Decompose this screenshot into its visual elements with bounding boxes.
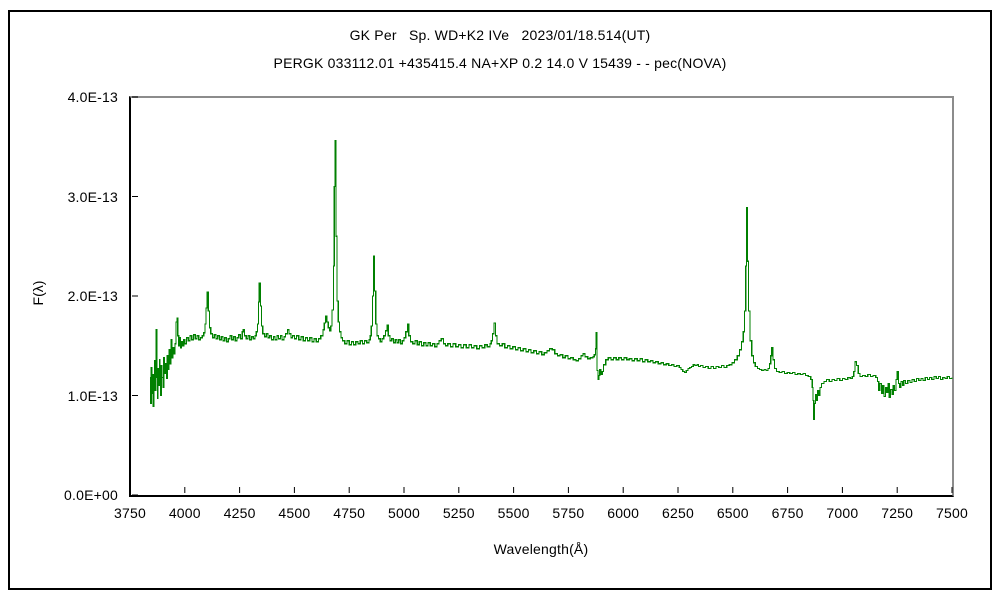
y-tick-label: 2.0E-13 [67, 288, 118, 304]
x-tick-label: 6750 [771, 505, 804, 521]
x-tick-label: 4000 [168, 505, 201, 521]
chart-title-line1: GK Per Sp. WD+K2 IVe 2023/01/18.514(UT) [349, 27, 651, 43]
x-tick-label: 6500 [716, 505, 749, 521]
x-tick-label: 5000 [388, 505, 420, 521]
x-axis-label: Wavelength(Å) [493, 541, 589, 557]
spectrum-line [149, 140, 953, 420]
x-tick-label: 7500 [936, 505, 968, 521]
y-tick-label: 4.0E-13 [67, 89, 118, 105]
x-tick-label: 5500 [497, 505, 530, 521]
x-tick-label: 7000 [826, 505, 859, 521]
x-tick-label: 5250 [442, 505, 475, 521]
y-tick-label: 0.0E+00 [64, 487, 118, 503]
x-tick-label: 4750 [333, 505, 366, 521]
x-tick-label: 5750 [552, 505, 585, 521]
y-tick-label: 3.0E-13 [67, 188, 118, 205]
x-tick-label: 4250 [223, 505, 256, 521]
plot-area [129, 96, 954, 497]
chart-title-line2: PERGK 033112.01 +435415.4 NA+XP 0.2 14.0… [273, 55, 727, 71]
x-tick-label: 3750 [114, 505, 146, 521]
y-axis-label: F(λ) [30, 280, 46, 306]
x-tick-label: 6250 [662, 505, 694, 521]
x-tick-label: 6000 [607, 505, 640, 521]
x-tick-label: 7250 [881, 505, 914, 521]
y-tick-label: 1.0E-13 [67, 387, 118, 404]
x-tick-label: 4500 [278, 505, 311, 521]
